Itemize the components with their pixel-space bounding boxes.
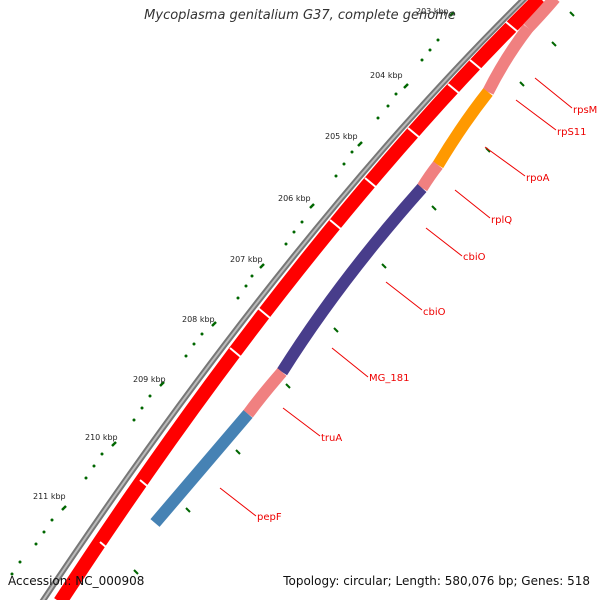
kbp-label-203: 203 kbp — [416, 7, 449, 16]
topology-value: circular — [343, 574, 388, 588]
rpsM-feature — [523, 0, 560, 33]
kbp-major-ticks — [61, 11, 455, 511]
length-value: 580,076 bp — [444, 574, 514, 588]
scale-dots — [10, 38, 440, 576]
gene-label-rpsM[interactable]: rpsM — [573, 105, 597, 116]
pepF-feature — [150, 410, 253, 527]
gene-label-cbiO-1[interactable]: cbiO — [463, 252, 486, 263]
map-title: Mycoplasma genitalium G37, complete geno… — [144, 8, 456, 23]
accession-value: NC_000908 — [75, 574, 145, 588]
genome-backbone-highlight — [42, 0, 525, 600]
kbp-label-209: 209 kbp — [133, 375, 166, 384]
kbp-label-210: 210 kbp — [85, 433, 118, 442]
reverse-strand-track — [150, 0, 560, 527]
gene-label-MG_181[interactable]: MG_181 — [369, 373, 409, 384]
length-label: Length: — [395, 574, 441, 588]
gene-label-truA[interactable]: truA — [321, 433, 342, 444]
kbp-label-208: 208 kbp — [182, 315, 215, 324]
genes-label: Genes: — [521, 574, 564, 588]
rplQ-feature — [416, 161, 443, 192]
gene-label-cbiO-2[interactable]: cbiO — [423, 307, 446, 318]
accession-label: Accession: — [8, 574, 72, 588]
rpS11-feature — [482, 24, 533, 95]
accession-info: Accession: NC_000908 — [8, 574, 144, 588]
inner-ticks — [133, 11, 575, 575]
gene-label-pepF[interactable]: pepF — [257, 512, 282, 523]
kbp-label-211: 211 kbp — [33, 492, 66, 501]
forward-strand-track — [54, 0, 545, 600]
kbp-label-207: 207 kbp — [230, 255, 263, 264]
topology-label: Topology: — [283, 574, 340, 588]
genes-value: 518 — [567, 574, 590, 588]
truA-feature — [243, 368, 287, 418]
kbp-label-204: 204 kbp — [370, 71, 403, 80]
gene-label-rpoA[interactable]: rpoA — [526, 173, 550, 184]
gene-labels: rpsM rpS11 rpoA rplQ cbiO cbiO MG_181 tr… — [257, 105, 597, 523]
gene-leader-lines — [219, 77, 573, 517]
gene-label-rplQ[interactable]: rplQ — [491, 215, 512, 226]
cbiO-feature — [276, 184, 427, 376]
kbp-label-206: 206 kbp — [278, 194, 311, 203]
kbp-label-205: 205 kbp — [325, 132, 358, 141]
rpoA-feature — [432, 88, 493, 169]
gene-label-rpS11[interactable]: rpS11 — [557, 127, 587, 138]
kbp-labels: 203 kbp 204 kbp 205 kbp 206 kbp 207 kbp … — [33, 7, 449, 501]
genome-stats: Topology: circular; Length: 580,076 bp; … — [283, 574, 590, 588]
forward-cds — [54, 0, 545, 600]
